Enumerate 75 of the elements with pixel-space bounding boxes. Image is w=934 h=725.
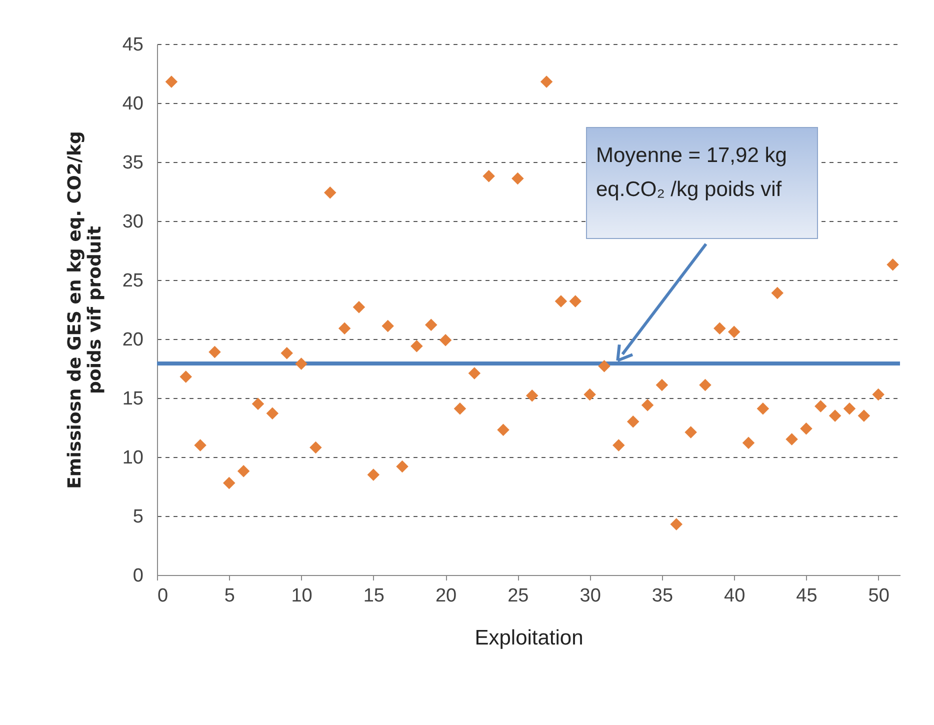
- point: [814, 400, 827, 412]
- point: [295, 358, 308, 370]
- point: [828, 410, 842, 422]
- point: [382, 320, 394, 332]
- point: [843, 402, 856, 415]
- point: [858, 410, 870, 422]
- y-tick-label: 30: [122, 212, 144, 232]
- point: [699, 378, 712, 392]
- point: [439, 334, 452, 346]
- y-tick-label: 20: [122, 330, 144, 350]
- point: [208, 346, 221, 358]
- y-tick-label: 40: [122, 94, 144, 114]
- y-axis-title: Emissiosn de GES en kg eq. CO2/kg poids vif produit: [64, 131, 106, 489]
- point: [786, 433, 798, 446]
- y-tick-label: 0: [132, 566, 144, 586]
- point: [482, 170, 495, 182]
- point: [656, 378, 668, 392]
- x-tick-label: 30: [580, 586, 601, 606]
- point: [742, 436, 755, 449]
- point: [872, 388, 884, 401]
- point: [180, 370, 192, 383]
- point: [338, 322, 351, 335]
- point: [728, 326, 740, 338]
- y-tick-label: 5: [132, 506, 144, 528]
- point: [266, 407, 279, 420]
- x-tick-label: 5: [224, 586, 235, 606]
- point: [352, 301, 366, 314]
- point: [626, 415, 640, 428]
- x-tick-label: 40: [724, 586, 746, 606]
- y-tick-label: 35: [122, 152, 144, 174]
- point: [497, 424, 510, 436]
- point: [756, 402, 770, 415]
- point: [424, 318, 438, 331]
- point: [569, 295, 582, 308]
- point: [526, 390, 538, 402]
- point: [584, 388, 596, 401]
- point: [410, 340, 423, 352]
- x-tick-label: 20: [435, 586, 457, 606]
- x-tick-label: 15: [363, 586, 384, 606]
- point: [280, 347, 293, 360]
- point: [540, 76, 553, 88]
- point: [252, 398, 264, 410]
- point: [554, 295, 568, 308]
- point: [468, 367, 481, 380]
- x-tick-label: 25: [508, 586, 529, 606]
- point: [237, 465, 250, 478]
- point: [641, 398, 654, 412]
- point: [800, 422, 812, 435]
- point: [454, 402, 466, 415]
- point: [310, 441, 322, 454]
- point: [670, 518, 683, 530]
- x-tick-label: 0: [158, 586, 168, 606]
- y-tick-label: 15: [122, 388, 144, 410]
- point: [324, 186, 336, 199]
- y-tick-label: 25: [122, 270, 144, 292]
- x-tick-label: 45: [796, 586, 818, 606]
- point: [396, 460, 408, 473]
- point: [771, 286, 784, 300]
- point: [194, 439, 206, 452]
- point: [612, 439, 625, 452]
- x-tick-label: 35: [652, 586, 674, 606]
- y-tick-label: 45: [122, 34, 144, 56]
- point: [367, 468, 380, 481]
- x-axis-title: Exploitation: [474, 626, 584, 650]
- point: [886, 258, 899, 271]
- point: [684, 426, 697, 438]
- point: [512, 172, 524, 185]
- point: [223, 476, 236, 490]
- point: [598, 360, 610, 372]
- point: [714, 322, 726, 335]
- annotation: Moyenne = 17,92 kg eq.CO₂ /kg poids vif: [596, 143, 788, 203]
- y-tick-label: 10: [122, 448, 144, 468]
- point: [165, 76, 178, 88]
- x-tick-label: 10: [291, 586, 312, 606]
- x-tick-label: 50: [868, 586, 890, 606]
